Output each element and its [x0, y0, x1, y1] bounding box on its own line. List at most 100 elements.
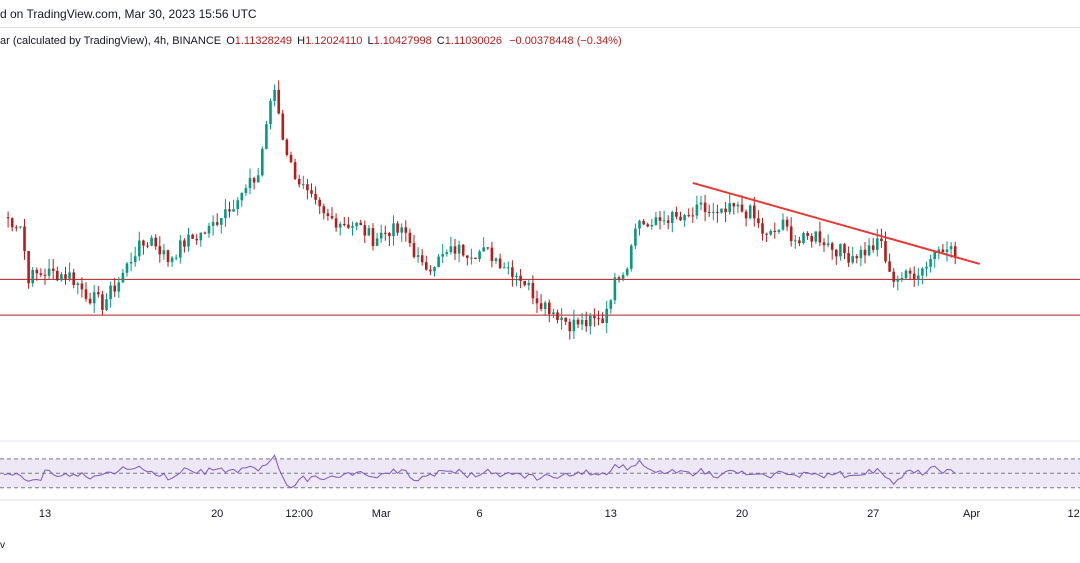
candle [523, 280, 526, 287]
candle [880, 228, 883, 249]
candle-body [806, 232, 809, 236]
candle-body [142, 240, 145, 246]
candle [560, 308, 563, 330]
candle-body [84, 289, 88, 299]
candle [285, 138, 289, 157]
candle [88, 292, 92, 305]
x-axis: 13 20 12:00 Mar 6 13 20 27 Apr 12:0 [0, 499, 1080, 520]
candle [593, 308, 596, 327]
candle-body [658, 217, 662, 221]
candle [568, 318, 572, 340]
rsi-line [3, 454, 956, 489]
candle [228, 201, 231, 218]
candle [183, 238, 186, 253]
candle [703, 194, 707, 222]
candle [109, 281, 112, 308]
candle [289, 151, 293, 164]
candle [515, 272, 518, 287]
candle-body [211, 222, 215, 226]
candle-body [814, 231, 818, 242]
candle [728, 193, 731, 215]
candle [695, 195, 699, 220]
candle [437, 254, 440, 268]
candle-body [162, 250, 166, 255]
candle-body [105, 299, 108, 310]
candle-body [23, 226, 26, 252]
candle [195, 233, 198, 245]
candle [146, 242, 149, 249]
candle [56, 266, 59, 282]
candle-body [56, 270, 59, 281]
candle [207, 222, 211, 238]
candle-body [183, 240, 186, 247]
candle [765, 232, 768, 243]
candle [945, 241, 949, 262]
x-tick-label: 12:00 [285, 508, 313, 520]
candle-body [277, 89, 280, 114]
candle-body [662, 220, 666, 222]
candle [396, 221, 399, 236]
candle-body [293, 162, 297, 179]
candle-body [338, 224, 342, 228]
candle [400, 223, 403, 242]
candle-body [945, 249, 949, 253]
rsi-pane [0, 440, 1080, 489]
candle [589, 312, 592, 335]
candle-body [470, 257, 473, 259]
candle [302, 175, 305, 190]
candle-body [191, 234, 194, 239]
candle-body [904, 270, 908, 279]
candle [252, 176, 256, 190]
candle-body [789, 226, 793, 241]
candle [261, 146, 264, 177]
candle-body [638, 220, 641, 229]
trendline [692, 181, 981, 265]
candle [433, 266, 436, 277]
candle-body [523, 280, 526, 286]
candle [355, 222, 358, 231]
change-value: −0.00378448 (−0.34%) [509, 35, 622, 47]
candle [211, 215, 215, 236]
candle [917, 268, 920, 286]
candle [712, 202, 715, 221]
candle [408, 228, 412, 248]
candle-body [859, 249, 863, 259]
candle-body [646, 224, 649, 227]
candle [630, 243, 633, 272]
candle-body [507, 267, 510, 269]
candle-body [601, 318, 604, 323]
candle-body [47, 268, 51, 276]
candle [507, 261, 510, 275]
candle [843, 242, 846, 260]
candle [486, 247, 490, 250]
candle [310, 183, 313, 198]
candle [64, 266, 67, 285]
candle-body [343, 224, 346, 226]
candle-body [64, 274, 67, 279]
candle-body [359, 222, 362, 226]
candle-body [728, 203, 731, 213]
candle [580, 312, 584, 331]
candle-body [347, 224, 350, 228]
candle-body [232, 209, 235, 212]
candle [445, 249, 449, 257]
candle-body [297, 178, 301, 185]
candle-body [6, 217, 10, 219]
x-tick-label: Mar [372, 508, 391, 520]
candle-body [351, 226, 354, 228]
candle-body [101, 294, 104, 310]
candle [683, 213, 686, 227]
candle [716, 204, 719, 223]
candle-body [35, 269, 39, 274]
candle-body [777, 229, 781, 232]
candle [449, 236, 453, 255]
candle [232, 199, 235, 212]
candle-body [720, 208, 723, 213]
candle [80, 277, 84, 298]
close-value: 1.11030026 [444, 35, 503, 47]
candle-body [76, 283, 80, 286]
candle [953, 241, 957, 265]
x-tick-label: 13 [39, 508, 51, 520]
candle [761, 217, 764, 241]
